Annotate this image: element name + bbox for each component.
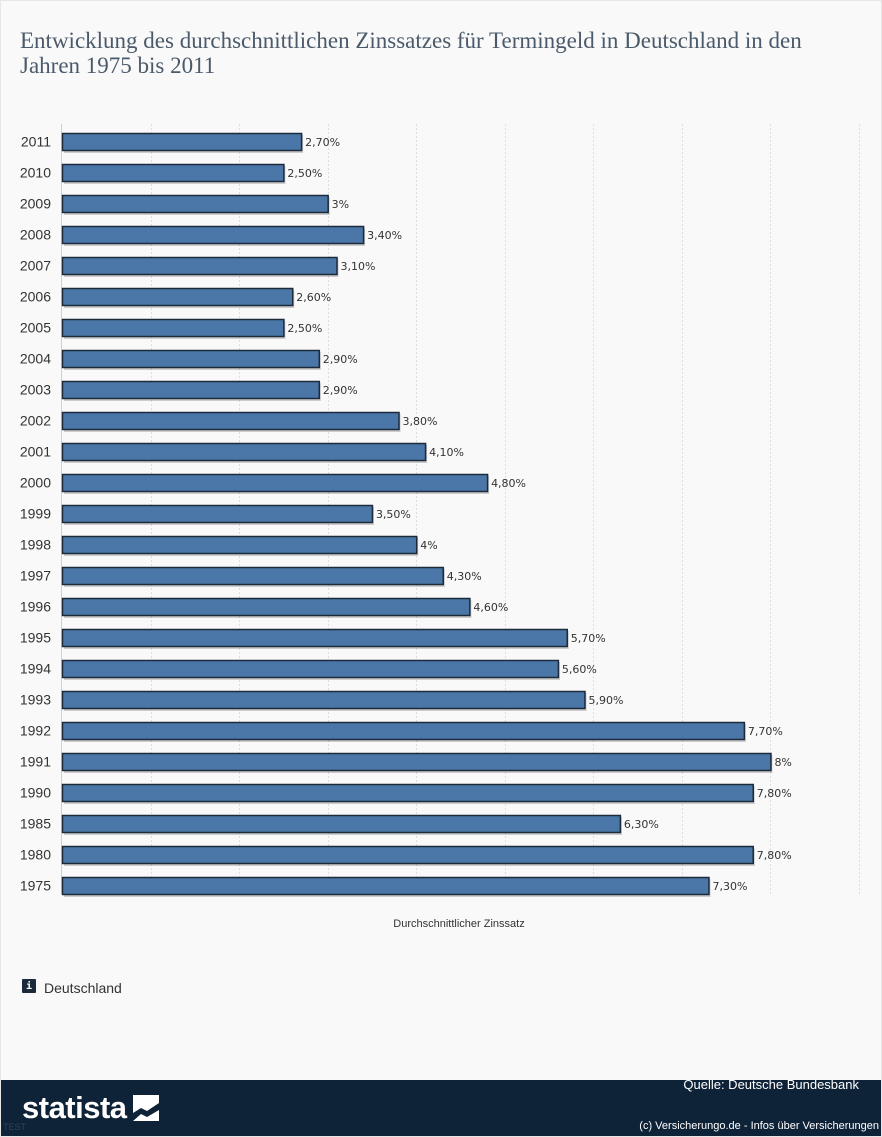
- category-label-1990: 1990: [20, 785, 51, 801]
- bar-2005: [61, 318, 285, 338]
- value-label-1975: 7,30%: [712, 880, 747, 893]
- value-label-1999: 3,50%: [376, 508, 411, 521]
- category-label-1998: 1998: [20, 537, 51, 553]
- bar-1995: [61, 628, 569, 648]
- value-label-2005: 2,50%: [287, 322, 322, 335]
- value-label-1994: 5,60%: [562, 663, 597, 676]
- category-label-1995: 1995: [20, 630, 51, 646]
- info-icon[interactable]: i: [22, 979, 36, 993]
- copyright-link[interactable]: (c) Versicherungo.de - Infos über Versic…: [639, 1120, 879, 1132]
- legend[interactable]: i Deutschland: [22, 977, 122, 996]
- category-label-2010: 2010: [20, 165, 51, 181]
- category-label-1993: 1993: [20, 692, 51, 708]
- category-label-1980: 1980: [20, 847, 51, 863]
- category-label-2009: 2009: [20, 196, 51, 212]
- category-label-2011: 2011: [21, 134, 51, 150]
- bar-chart: 2011 2,70% 2010 2,50% 2009 3% 2008 3,40% 2007 3,1…: [20, 124, 860, 930]
- source-text: Quelle: Deutsche Bundesbank: [683, 1077, 859, 1092]
- footer-sub-label: TEST: [3, 1122, 27, 1132]
- bar-2003: [61, 380, 321, 400]
- category-label-1975: 1975: [20, 878, 51, 894]
- category-label-2006: 2006: [20, 289, 51, 305]
- bar-2002: [61, 411, 400, 431]
- bar-2010: [61, 163, 285, 183]
- value-label-2006: 2,60%: [296, 291, 331, 304]
- value-label-2009: 3%: [332, 198, 349, 211]
- bar-1997: [61, 566, 445, 586]
- labels: 2011 2,70% 2010 2,50% 2009 3% 2008 3,40% 2007 3,1…: [20, 134, 792, 894]
- bar-1991: [61, 752, 772, 772]
- value-label-2007: 3,10%: [341, 260, 376, 273]
- bar-1994: [61, 659, 560, 679]
- category-label-1985: 1985: [20, 816, 51, 832]
- value-label-1992: 7,70%: [748, 725, 783, 738]
- statista-logo-icon: [132, 1095, 159, 1121]
- category-label-1997: 1997: [20, 568, 51, 584]
- value-label-1990: 7,80%: [757, 787, 792, 800]
- value-label-1997: 4,30%: [447, 570, 482, 583]
- statista-logo[interactable]: statista: [22, 1090, 159, 1126]
- bar-2004: [61, 349, 321, 369]
- category-label-1994: 1994: [20, 661, 51, 677]
- bar-2008: [61, 225, 365, 245]
- bar-2009: [61, 194, 329, 214]
- bars: [61, 132, 773, 897]
- value-label-2003: 2,90%: [323, 384, 358, 397]
- category-label-1999: 1999: [20, 506, 51, 522]
- value-label-1991: 8%: [774, 756, 791, 769]
- bar-2006: [61, 287, 294, 307]
- bar-2011: [61, 132, 303, 152]
- legend-label-deutschland: Deutschland: [44, 979, 122, 996]
- category-label-2000: 2000: [20, 475, 51, 491]
- category-label-2004: 2004: [20, 351, 51, 367]
- category-label-1992: 1992: [20, 723, 51, 739]
- bar-2001: [61, 442, 427, 462]
- category-label-2002: 2002: [20, 413, 51, 429]
- bar-1993: [61, 690, 586, 710]
- chart-title: Entwicklung des durchschnittlichen Zinss…: [20, 28, 802, 78]
- value-label-1998: 4%: [420, 539, 437, 552]
- value-label-1993: 5,90%: [588, 694, 623, 707]
- bar-1992: [61, 721, 746, 741]
- x-axis-title: Durchschnittlicher Zinssatz: [393, 918, 524, 930]
- category-label-2008: 2008: [20, 227, 51, 243]
- bar-1998: [61, 535, 418, 555]
- bar-1990: [61, 783, 754, 803]
- value-label-1985: 6,30%: [624, 818, 659, 831]
- value-label-1995: 5,70%: [571, 632, 606, 645]
- value-label-2011: 2,70%: [305, 136, 340, 149]
- value-label-2004: 2,90%: [323, 353, 358, 366]
- bar-1980: [61, 845, 754, 865]
- bar-2000: [61, 473, 489, 493]
- value-label-2010: 2,50%: [287, 167, 322, 180]
- logo-text: statista: [22, 1090, 127, 1125]
- footer: statista TEST Quelle: Deutsche Bundesban…: [1, 1077, 881, 1136]
- bar-1975: [61, 876, 710, 896]
- category-label-2005: 2005: [20, 320, 51, 336]
- bar-1985: [61, 814, 622, 834]
- category-label-1991: 1991: [20, 754, 51, 770]
- value-label-2001: 4,10%: [429, 446, 464, 459]
- value-label-1996: 4,60%: [473, 601, 508, 614]
- bar-1999: [61, 504, 374, 524]
- category-label-2007: 2007: [20, 258, 51, 274]
- category-label-2001: 2001: [20, 444, 51, 460]
- value-label-1980: 7,80%: [757, 849, 792, 862]
- category-label-2003: 2003: [20, 382, 51, 398]
- value-label-2002: 3,80%: [403, 415, 438, 428]
- bar-1996: [61, 597, 471, 617]
- value-label-2008: 3,40%: [367, 229, 402, 242]
- value-label-2000: 4,80%: [491, 477, 526, 490]
- bar-2007: [61, 256, 338, 276]
- category-label-1996: 1996: [20, 599, 51, 615]
